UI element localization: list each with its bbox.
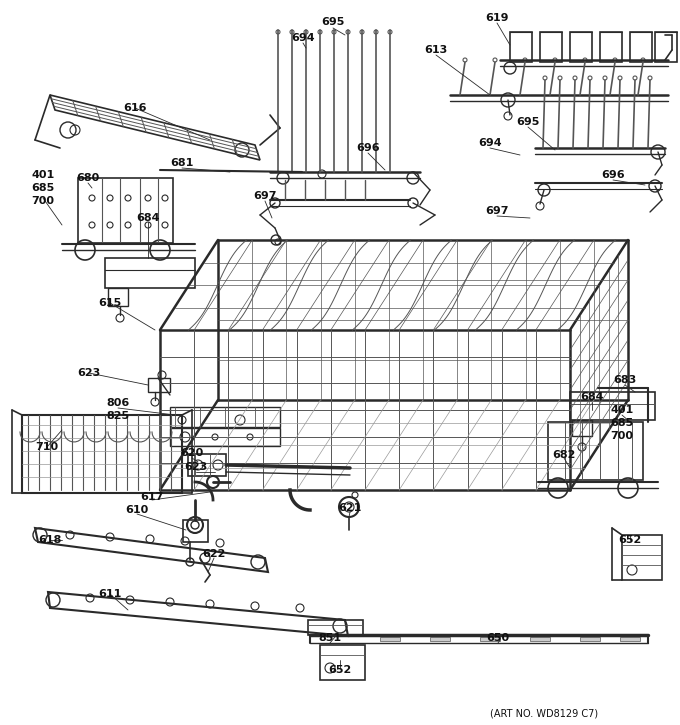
Text: 618: 618 (38, 535, 62, 545)
Text: 613: 613 (424, 45, 447, 55)
Text: 401: 401 (611, 405, 634, 415)
Text: 685: 685 (31, 183, 54, 193)
Text: 697: 697 (253, 191, 277, 201)
Text: 650: 650 (486, 633, 509, 643)
Text: 685: 685 (611, 418, 634, 428)
Text: 620: 620 (180, 448, 203, 458)
Text: 694: 694 (478, 138, 502, 148)
Bar (22, 415, 182, 493)
Text: 825: 825 (107, 411, 130, 421)
Text: 683: 683 (613, 375, 636, 385)
Text: 696: 696 (356, 143, 380, 153)
Text: 623: 623 (78, 368, 101, 378)
Bar (188, 454, 226, 476)
Bar (105, 258, 195, 288)
Bar (620, 637, 640, 641)
Bar (380, 637, 400, 641)
Text: 695: 695 (322, 17, 345, 27)
Text: 610: 610 (125, 505, 149, 515)
Text: 622: 622 (203, 549, 226, 559)
Text: 700: 700 (611, 431, 634, 441)
Bar (630, 32, 652, 62)
Text: 401: 401 (31, 170, 54, 180)
Text: 684: 684 (580, 392, 604, 402)
Text: 694: 694 (291, 33, 315, 43)
Text: 623: 623 (184, 462, 207, 472)
Text: 615: 615 (99, 298, 122, 308)
Text: 682: 682 (552, 450, 576, 460)
Bar (572, 420, 592, 436)
Bar (570, 392, 655, 420)
Text: 652: 652 (328, 665, 352, 675)
Text: 851: 851 (318, 633, 341, 643)
Bar (622, 535, 662, 580)
Text: 611: 611 (99, 589, 122, 599)
Text: 710: 710 (35, 442, 58, 452)
Bar (510, 32, 532, 62)
Text: 696: 696 (601, 170, 625, 180)
Text: 621: 621 (339, 503, 362, 513)
Bar (183, 520, 208, 542)
Bar (548, 422, 643, 480)
Bar (430, 637, 450, 641)
Bar (655, 32, 677, 62)
Text: 684: 684 (136, 213, 160, 223)
Bar (308, 620, 363, 635)
Text: 697: 697 (486, 206, 509, 216)
Text: 619: 619 (486, 13, 509, 23)
Text: 617: 617 (140, 492, 164, 502)
Bar (600, 32, 622, 62)
Text: 681: 681 (170, 158, 194, 168)
Bar (78, 178, 173, 243)
Bar (540, 32, 562, 62)
Text: (ART NO. WD8129 C7): (ART NO. WD8129 C7) (490, 709, 598, 719)
Bar (480, 637, 500, 641)
Text: 806: 806 (106, 398, 130, 408)
Text: 680: 680 (76, 173, 100, 183)
Bar (320, 645, 365, 680)
Bar (108, 288, 128, 306)
Text: 695: 695 (516, 117, 540, 127)
Text: 700: 700 (31, 196, 54, 206)
Text: 652: 652 (618, 535, 642, 545)
Bar (170, 428, 280, 446)
Text: 616: 616 (123, 103, 147, 113)
Bar (530, 637, 550, 641)
Bar (148, 378, 170, 392)
Bar (580, 637, 600, 641)
Bar (570, 32, 592, 62)
Bar (170, 407, 280, 427)
